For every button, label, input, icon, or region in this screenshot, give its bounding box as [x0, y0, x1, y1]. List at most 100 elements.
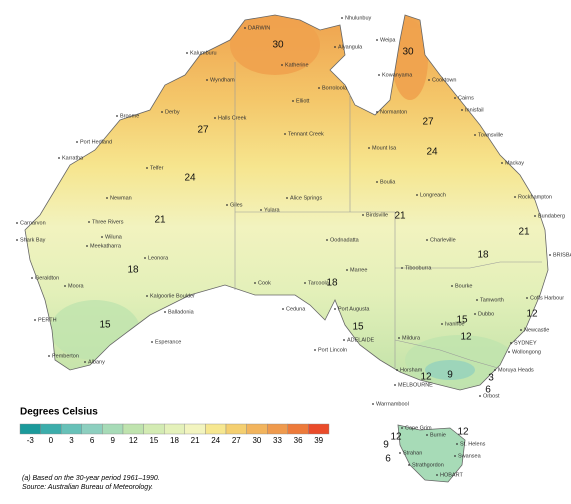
- legend-tick-label: 21: [191, 436, 200, 445]
- place-name: Wollongong: [512, 349, 541, 355]
- place-name: Cairns: [458, 95, 474, 101]
- place-dot: [84, 361, 86, 363]
- place-name: Albany: [88, 359, 105, 365]
- isotherm-label: 21: [394, 211, 406, 222]
- isotherm-label: 30: [402, 47, 414, 58]
- place-dot: [401, 427, 403, 429]
- place-dot: [451, 285, 453, 287]
- place-name: Rockhampton: [518, 194, 552, 200]
- place-dot: [58, 157, 60, 159]
- place-dot: [408, 464, 410, 466]
- place-name: Boulia: [380, 179, 396, 185]
- place-name: Carnarvon: [20, 220, 46, 226]
- place-dot: [436, 474, 438, 476]
- place-name: Three Rivers: [92, 219, 124, 225]
- isotherm-label: 12: [390, 432, 402, 443]
- legend-tick-label: 15: [149, 436, 158, 445]
- place-dot: [254, 282, 256, 284]
- place-name: Geraldton: [35, 275, 59, 281]
- legend-swatch: [122, 423, 144, 435]
- place-name: Balladonia: [168, 309, 195, 315]
- isotherm-label: 21: [518, 227, 530, 238]
- place-name: Bundaberg: [538, 213, 565, 219]
- place-name: Wyndham: [210, 77, 235, 83]
- place-name: MELBOURNE: [398, 382, 433, 388]
- place-dot: [461, 109, 463, 111]
- place-name: Meekatharra: [90, 243, 122, 249]
- place-dot: [416, 194, 418, 196]
- place-dot: [341, 17, 343, 19]
- place-name: Derby: [165, 109, 180, 115]
- place-name: Broome: [120, 113, 139, 119]
- place-dot: [474, 134, 476, 136]
- place-dot: [479, 395, 481, 397]
- place-name: Horsham: [400, 367, 423, 373]
- place-name: Birdsville: [366, 212, 388, 218]
- place-name: Kowanyama: [382, 72, 413, 78]
- place-name: Warrnambool: [376, 401, 409, 407]
- place-name: Nhulunbuy: [345, 15, 372, 21]
- place-dot: [281, 64, 283, 66]
- place-name: Kalumburu: [190, 50, 217, 56]
- legend-swatch: [246, 423, 268, 435]
- place-dot: [494, 369, 496, 371]
- place-name: Dubbo: [478, 311, 494, 317]
- legend-swatch: [61, 423, 83, 435]
- isotherm-label: 15: [99, 320, 111, 331]
- place-name: Coffs Harbour: [530, 295, 564, 301]
- place-dot: [456, 443, 458, 445]
- place-dot: [334, 308, 336, 310]
- isotherm-label: 15: [352, 322, 364, 333]
- place-dot: [106, 197, 108, 199]
- place-dot: [31, 277, 33, 279]
- place-dot: [304, 282, 306, 284]
- place-name: Moora: [68, 283, 85, 289]
- place-name: Kalgoorlie Boulder: [150, 293, 195, 299]
- place-dot: [520, 329, 522, 331]
- state-borders: [234, 62, 542, 369]
- place-dot: [362, 214, 364, 216]
- place-name: Cape Grim: [405, 425, 432, 431]
- place-name: Port Hedland: [80, 139, 112, 145]
- place-dot: [146, 167, 148, 169]
- place-name: Pemberton: [52, 353, 79, 359]
- legend-swatch: [19, 423, 41, 435]
- place-dot: [161, 111, 163, 113]
- place-dot: [144, 257, 146, 259]
- place-name: Townsville: [478, 132, 503, 138]
- place-name: PERTH: [38, 317, 57, 323]
- place-name: Tarcoola: [308, 280, 330, 286]
- place-dot: [48, 355, 50, 357]
- isotherm-label: 18: [477, 250, 489, 261]
- place-name: Bourke: [455, 283, 472, 289]
- isotherm-label: 12: [420, 372, 432, 383]
- place-dot: [343, 339, 345, 341]
- place-dot: [64, 285, 66, 287]
- place-dot: [146, 295, 148, 297]
- isotherm-label: 12: [526, 309, 538, 320]
- isotherm-label: 6: [385, 454, 391, 465]
- place-dot: [34, 319, 36, 321]
- legend-swatch: [184, 423, 206, 435]
- place-dot: [101, 236, 103, 238]
- place-name: Mount Isa: [372, 145, 397, 151]
- place-dot: [501, 162, 503, 164]
- legend-tick-label: 0: [49, 436, 54, 445]
- place-name: SYDNEY: [514, 340, 537, 346]
- place-name: Weipa: [380, 37, 396, 43]
- legend-tick-label: 18: [170, 436, 179, 445]
- place-dot: [284, 133, 286, 135]
- place-dot: [428, 79, 430, 81]
- place-name: Strahan: [403, 450, 422, 456]
- note: (a) Based on the 30-year period 1961–199…: [22, 475, 160, 482]
- place-dot: [401, 267, 403, 269]
- place-dot: [282, 308, 284, 310]
- source: Source: Australian Bureau of Meteorology…: [22, 484, 153, 491]
- place-name: Shark Bay: [20, 237, 46, 243]
- place-dot: [426, 239, 428, 241]
- place-dot: [398, 337, 400, 339]
- place-name: Marree: [350, 267, 367, 273]
- isotherm-label: 9: [383, 440, 389, 451]
- place-name: Longreach: [420, 192, 446, 198]
